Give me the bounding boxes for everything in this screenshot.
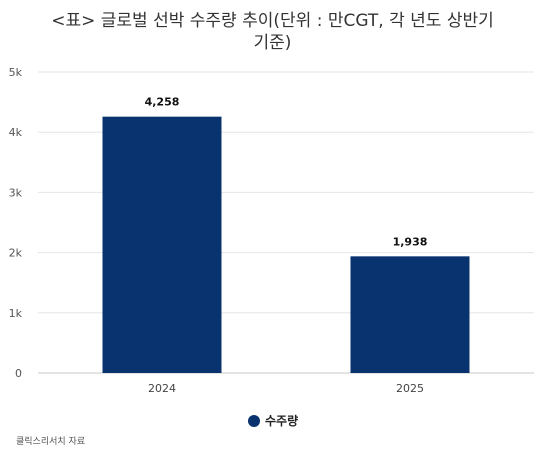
legend-label: 수주량 [265,414,298,428]
chart-title-line2: 기준) [253,33,292,53]
source-note: 클릭스리서치 자료 [16,437,86,447]
bar [102,116,222,374]
bar [350,256,470,373]
x-tick-label: 2025 [396,382,424,395]
y-tick-label: 2k [9,247,23,260]
y-tick-label: 5k [9,66,23,79]
y-tick-label: 1k [9,307,23,320]
chart-title: <표> 글로벌 선박 수주량 추이(단위 : 만CGT, 각 년도 상반기 기준… [0,10,545,54]
data-label: 1,938 [393,235,428,248]
legend-marker [248,415,260,427]
x-tick-label: 2024 [148,382,176,395]
y-tick-label: 0 [15,367,22,380]
y-tick-label: 4k [9,126,23,139]
data-label: 4,258 [145,96,180,109]
y-tick-label: 3k [9,186,23,199]
chart-title-line1: <표> 글로벌 선박 수주량 추이(단위 : 만CGT, 각 년도 상반기 [51,11,494,31]
